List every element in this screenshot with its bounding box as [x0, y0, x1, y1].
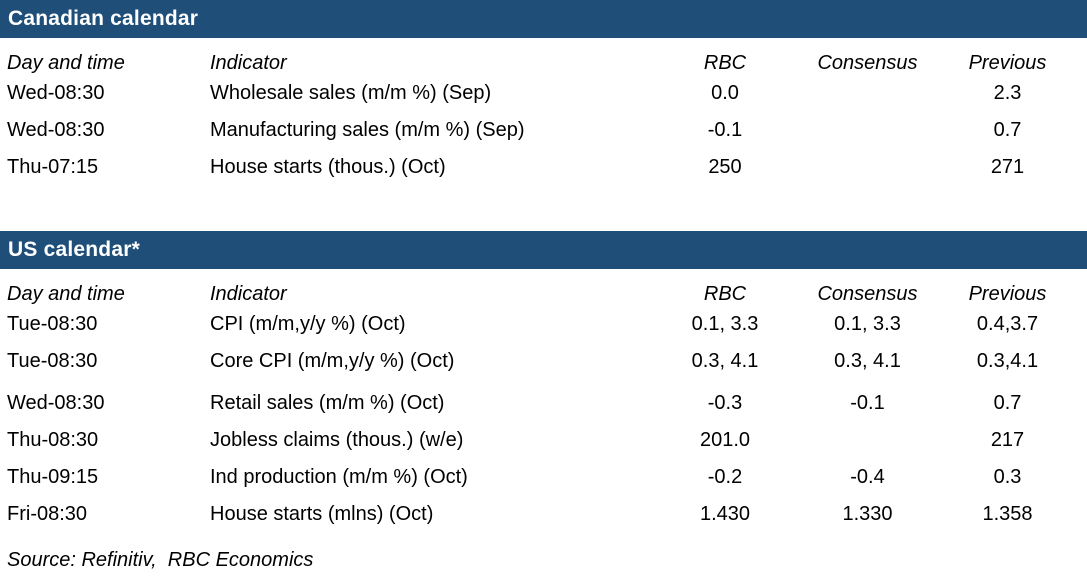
column-header-indicator: Indicator	[210, 52, 287, 74]
column-header-rbc: RBC	[703, 283, 747, 305]
cell-previous: 0.7	[993, 119, 1022, 141]
cell-indicator: House starts (mlns) (Oct)	[210, 503, 434, 525]
cell-consensus	[800, 422, 935, 459]
cell-rbc: 0.0	[711, 82, 739, 104]
cell-previous: 217	[990, 429, 1025, 451]
cell-indicator: Ind production (m/m %) (Oct)	[210, 466, 468, 488]
column-header-consensus: Consensus	[817, 283, 918, 305]
cell-indicator: Wholesale sales (m/m %) (Sep)	[210, 82, 492, 104]
cell-previous: 2.3	[993, 82, 1022, 104]
column-header-previous: Previous	[968, 283, 1047, 305]
cell-consensus: 0.3, 4.1	[834, 350, 901, 372]
cell-rbc: 250	[708, 156, 742, 178]
canadian-calendar-title: Canadian calendar	[8, 7, 199, 30]
us-calendar-table: US calendar* Day and time Indicator RBC …	[0, 231, 1087, 533]
cell-rbc: -0.3	[707, 392, 743, 414]
cell-consensus	[800, 149, 935, 186]
cell-day: Tue-08:30	[7, 313, 98, 335]
cell-consensus: -0.4	[850, 466, 885, 488]
column-header-previous: Previous	[968, 52, 1047, 74]
cell-day: Wed-08:30	[7, 392, 105, 414]
cell-day: Wed-08:30	[7, 119, 105, 141]
cell-previous: 0.4,3.7	[976, 313, 1039, 335]
cell-rbc: 1.430	[699, 503, 751, 525]
cell-rbc: 0.1, 3.3	[691, 313, 759, 335]
cell-previous: 0.3	[993, 466, 1022, 488]
cell-indicator: House starts (thous.) (Oct)	[210, 156, 446, 178]
cell-day: Wed-08:30	[7, 82, 105, 104]
cell-day: Tue-08:30	[7, 350, 98, 372]
cell-day: Fri-08:30	[7, 503, 88, 525]
table-row: Thu-07:15 House starts (thous.) (Oct) 25…	[0, 149, 1080, 186]
cell-rbc: -0.2	[707, 466, 743, 488]
cell-indicator: Core CPI (m/m,y/y %) (Oct)	[210, 350, 455, 372]
cell-day: Thu-08:30	[7, 429, 99, 451]
cell-rbc: 0.3, 4.1	[691, 350, 759, 372]
cell-day: Thu-09:15	[7, 466, 99, 488]
table-row: Tue-08:30 Core CPI (m/m,y/y %) (Oct) 0.3…	[0, 343, 1080, 380]
cell-previous: 0.7	[993, 392, 1022, 414]
cell-indicator: Retail sales (m/m %) (Oct)	[210, 392, 445, 414]
canadian-calendar-table: Canadian calendar Day and time Indicator…	[0, 0, 1087, 186]
us-calendar-header: US calendar*	[0, 231, 1087, 269]
cell-indicator: Manufacturing sales (m/m %) (Sep)	[210, 119, 525, 141]
column-header-rbc: RBC	[703, 52, 747, 74]
cell-consensus	[800, 112, 935, 149]
cell-previous: 0.3,4.1	[976, 350, 1039, 372]
column-header-row: Day and time Indicator RBC Consensus Pre…	[0, 51, 1080, 75]
cell-consensus: 0.1, 3.3	[834, 313, 901, 335]
column-header-day-and-time: Day and time	[7, 52, 125, 74]
table-row: Thu-09:15 Ind production (m/m %) (Oct) -…	[0, 459, 1080, 496]
cell-previous: 1.358	[982, 503, 1033, 525]
canadian-calendar-header: Canadian calendar	[0, 0, 1087, 38]
column-header-day-and-time: Day and time	[7, 283, 125, 305]
cell-day: Thu-07:15	[7, 156, 99, 178]
column-header-row: Day and time Indicator RBC Consensus Pre…	[0, 282, 1080, 306]
table-row: Thu-08:30 Jobless claims (thous.) (w/e) …	[0, 422, 1080, 459]
cell-consensus: -0.1	[850, 392, 885, 414]
column-header-indicator: Indicator	[210, 283, 287, 305]
source-note: Source: Refinitiv, RBC Economics	[7, 549, 314, 571]
table-row: Fri-08:30 House starts (mlns) (Oct) 1.43…	[0, 496, 1080, 533]
cell-consensus: 1.330	[842, 503, 893, 525]
table-row: Tue-08:30 CPI (m/m,y/y %) (Oct) 0.1, 3.3…	[0, 306, 1080, 343]
table-row: Wed-08:30 Manufacturing sales (m/m %) (S…	[0, 112, 1080, 149]
cell-rbc: -0.1	[707, 119, 743, 141]
column-header-consensus: Consensus	[817, 52, 918, 74]
table-row: Wed-08:30 Retail sales (m/m %) (Oct) -0.…	[0, 385, 1080, 422]
cell-consensus	[800, 75, 935, 112]
cell-previous: 271	[990, 156, 1025, 178]
cell-rbc: 201.0	[699, 429, 751, 451]
cell-indicator: CPI (m/m,y/y %) (Oct)	[210, 313, 406, 335]
cell-indicator: Jobless claims (thous.) (w/e)	[210, 429, 464, 451]
table-row: Wed-08:30 Wholesale sales (m/m %) (Sep) …	[0, 75, 1080, 112]
us-calendar-title: US calendar*	[8, 238, 140, 261]
